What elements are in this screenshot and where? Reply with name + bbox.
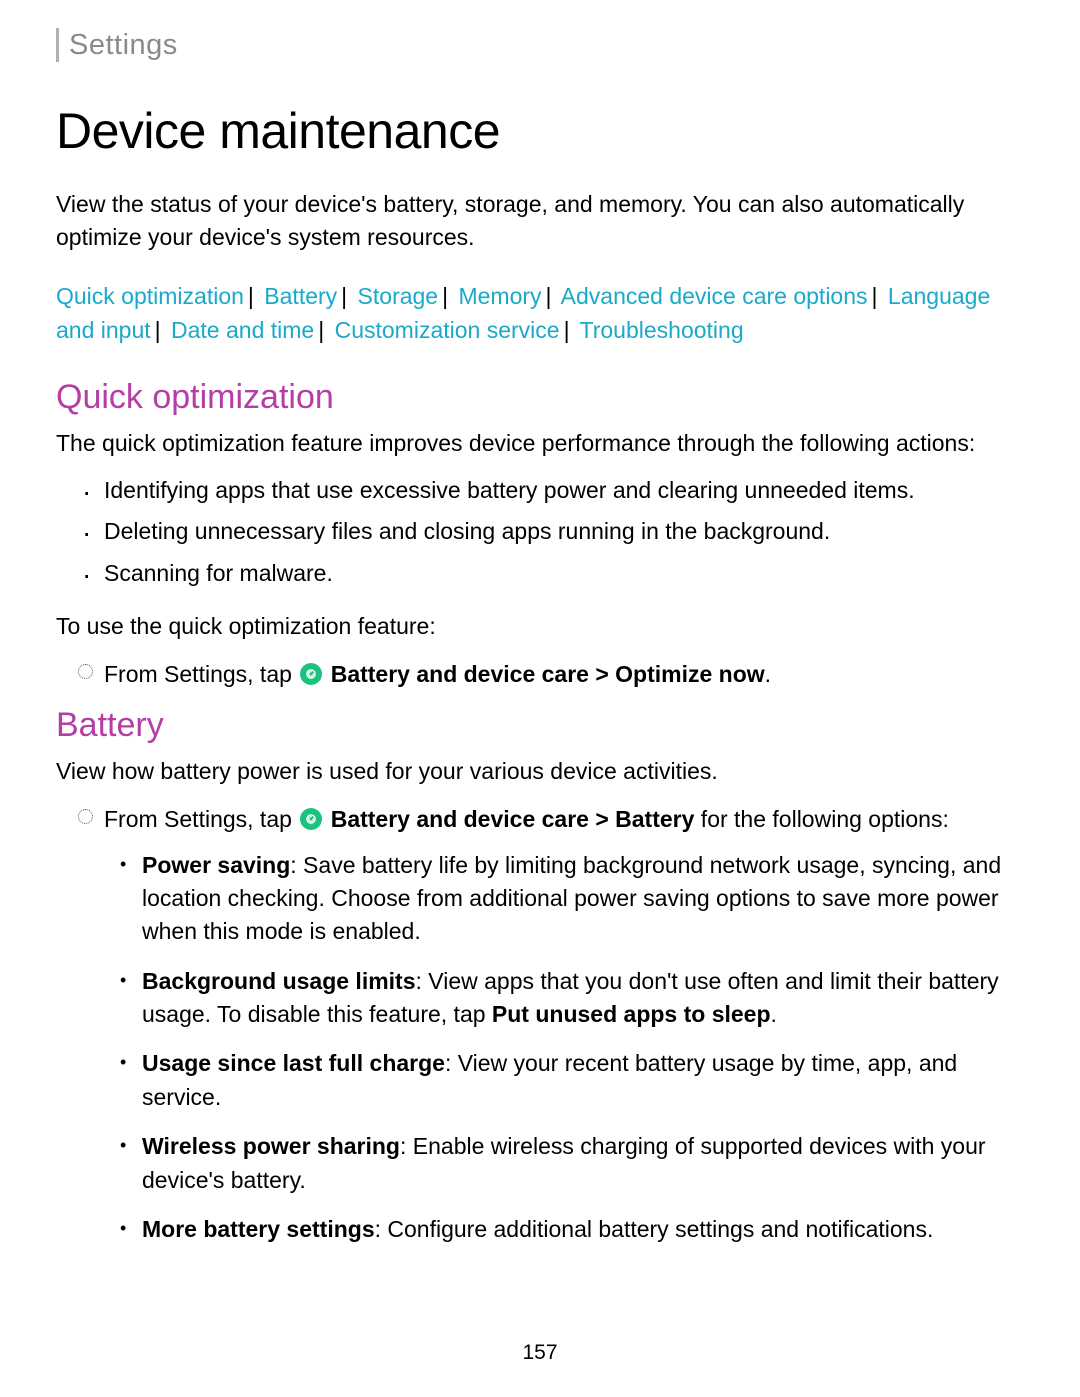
toc-link-advanced[interactable]: Advanced device care options bbox=[561, 283, 868, 309]
quick-opt-leadin: To use the quick optimization feature: bbox=[56, 610, 1024, 643]
toc-link-storage[interactable]: Storage bbox=[358, 283, 439, 309]
list-item: Scanning for malware. bbox=[104, 557, 1024, 590]
battery-intro: View how battery power is used for your … bbox=[56, 755, 1024, 788]
list-item: From Settings, tap Battery and device ca… bbox=[104, 657, 1024, 692]
page-title: Device maintenance bbox=[56, 102, 1024, 160]
quick-opt-intro: The quick optimization feature improves … bbox=[56, 427, 1024, 460]
option-title: Background usage limits bbox=[142, 968, 416, 994]
list-item: More battery settings: Configure additio… bbox=[142, 1213, 1024, 1246]
breadcrumb-region: Settings bbox=[56, 28, 1024, 62]
quick-opt-steps: From Settings, tap Battery and device ca… bbox=[56, 657, 1024, 692]
step-suffix: . bbox=[765, 661, 771, 687]
step-bold: Battery and device care > Optimize now bbox=[331, 661, 765, 687]
page-number: 157 bbox=[0, 1341, 1080, 1365]
step-prefix: From Settings, tap bbox=[104, 806, 298, 832]
list-item: Wireless power sharing: Enable wireless … bbox=[142, 1130, 1024, 1197]
list-item: Usage since last full charge: View your … bbox=[142, 1047, 1024, 1114]
battery-options: Power saving: Save battery life by limit… bbox=[104, 849, 1024, 1246]
section-heading-quick-optimization: Quick optimization bbox=[56, 378, 1024, 417]
toc-link-troubleshooting[interactable]: Troubleshooting bbox=[580, 317, 744, 343]
device-care-icon bbox=[300, 663, 322, 685]
quick-opt-bullets: Identifying apps that use excessive batt… bbox=[56, 474, 1024, 590]
option-title: More battery settings bbox=[142, 1216, 375, 1242]
option-desc-bold: Put unused apps to sleep bbox=[492, 1001, 771, 1027]
option-title: Wireless power sharing bbox=[142, 1133, 400, 1159]
list-item: Identifying apps that use excessive batt… bbox=[104, 474, 1024, 507]
step-bold: Battery and device care > Battery bbox=[331, 806, 695, 832]
toc-link-customization[interactable]: Customization service bbox=[335, 317, 560, 343]
option-desc: : Configure additional battery settings … bbox=[375, 1216, 934, 1242]
breadcrumb-divider bbox=[56, 28, 59, 62]
list-item: Deleting unnecessary files and closing a… bbox=[104, 515, 1024, 548]
toc-link-date-time[interactable]: Date and time bbox=[171, 317, 314, 343]
battery-steps: From Settings, tap Battery and device ca… bbox=[56, 802, 1024, 1246]
toc-link-battery[interactable]: Battery bbox=[264, 283, 337, 309]
step-suffix: for the following options: bbox=[694, 806, 948, 832]
step-prefix: From Settings, tap bbox=[104, 661, 298, 687]
toc-link-quick-optimization[interactable]: Quick optimization bbox=[56, 283, 244, 309]
device-care-icon bbox=[300, 808, 322, 830]
option-desc-after: . bbox=[771, 1001, 777, 1027]
toc-link-memory[interactable]: Memory bbox=[458, 283, 541, 309]
section-heading-battery: Battery bbox=[56, 706, 1024, 745]
option-title: Usage since last full charge bbox=[142, 1050, 445, 1076]
list-item: From Settings, tap Battery and device ca… bbox=[104, 802, 1024, 1246]
breadcrumb: Settings bbox=[69, 29, 178, 62]
option-title: Power saving bbox=[142, 852, 290, 878]
list-item: Background usage limits: View apps that … bbox=[142, 965, 1024, 1032]
list-item: Power saving: Save battery life by limit… bbox=[142, 849, 1024, 949]
toc-links: Quick optimization| Battery| Storage| Me… bbox=[56, 279, 1024, 348]
intro-text: View the status of your device's battery… bbox=[56, 188, 1024, 255]
